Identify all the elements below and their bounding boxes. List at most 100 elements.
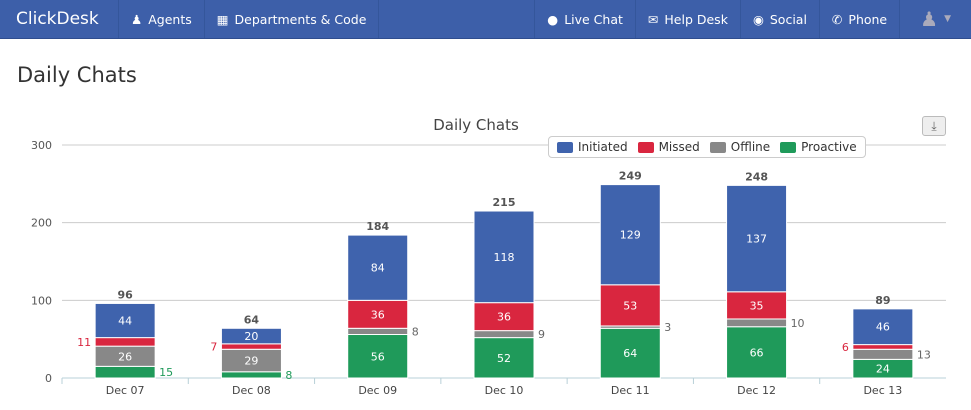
chart-legend: Initiated Missed Offline Proactive — [548, 136, 866, 158]
legend-item-initiated[interactable]: Initiated — [557, 140, 628, 154]
data-label: 137 — [746, 233, 767, 246]
legend-item-missed[interactable]: Missed — [637, 140, 700, 154]
bar-segment-initiated — [220, 327, 282, 345]
data-label: 52 — [497, 352, 511, 365]
data-label: 8 — [285, 369, 292, 382]
data-label: 9 — [538, 328, 545, 341]
data-label: 64 — [623, 347, 637, 360]
data-label: 29 — [244, 355, 258, 368]
total-label: 96 — [117, 288, 133, 301]
bar-segment-initiated — [347, 234, 409, 301]
data-label: 36 — [497, 311, 511, 324]
x-tick-label: Dec 10 — [485, 384, 524, 397]
nav-label: Live Chat — [564, 11, 623, 27]
data-label: 20 — [244, 330, 258, 343]
x-tick-label: Dec 09 — [358, 384, 397, 397]
data-label: 6 — [842, 341, 849, 354]
nav-help-desk[interactable]: ✉ Help Desk — [634, 0, 740, 38]
x-tick-label: Dec 07 — [106, 384, 145, 397]
legend-swatch — [780, 141, 797, 153]
grid-icon: ▦ — [216, 11, 229, 27]
chart-title: Daily Chats — [433, 116, 519, 134]
data-label: 44 — [118, 315, 132, 328]
data-label: 3 — [664, 321, 671, 334]
legend-swatch — [637, 141, 654, 153]
top-navbar: ClickDesk ♟ Agents ▦ Departments & Code ● L… — [0, 0, 971, 39]
legend-swatch — [709, 141, 726, 153]
data-label: 66 — [750, 346, 764, 359]
bar-segment-proactive — [94, 365, 156, 379]
phone-icon: ✆ — [831, 11, 843, 27]
bar-segment-initiated — [599, 184, 661, 286]
bar-segment-offline — [726, 318, 788, 328]
nav-phone[interactable]: ✆ Phone — [818, 0, 899, 38]
x-tick-label: Dec 11 — [611, 384, 650, 397]
y-tick-label: 0 — [45, 372, 52, 385]
user-icon: ♟ — [131, 11, 143, 27]
data-label: 129 — [620, 229, 641, 242]
data-label: 46 — [876, 321, 890, 334]
total-label: 248 — [745, 170, 768, 183]
legend-label: Initiated — [578, 140, 628, 154]
data-label: 53 — [623, 299, 637, 312]
bar-segment-initiated — [94, 302, 156, 339]
avatar-icon: ♟ — [920, 7, 939, 31]
data-label: 11 — [77, 336, 91, 349]
legend-label: Offline — [730, 140, 771, 154]
nav-label: Agents — [148, 11, 192, 27]
data-label: 24 — [876, 363, 890, 376]
bar-segment-offline — [347, 327, 409, 336]
nav-departments[interactable]: ▦ Departments & Code — [205, 0, 380, 38]
x-tick-label: Dec 08 — [232, 384, 271, 397]
data-label: 56 — [371, 350, 385, 363]
legend-swatch — [557, 141, 573, 153]
nav-label: Help Desk — [664, 11, 728, 27]
legend-label: Proactive — [801, 140, 857, 154]
x-tick-label: Dec 12 — [737, 384, 776, 397]
bar-segment-proactive — [599, 327, 661, 379]
nav-agents[interactable]: ♟ Agents — [119, 0, 205, 38]
caret-down-icon: ▼ — [944, 14, 951, 24]
bar-segment-missed — [726, 291, 788, 320]
bar-segment-missed — [94, 337, 156, 347]
legend-item-offline[interactable]: Offline — [709, 140, 771, 154]
envelope-icon: ✉ — [647, 11, 659, 27]
total-label: 249 — [619, 170, 642, 183]
legend-label: Missed — [658, 140, 700, 154]
bar-segment-proactive — [726, 326, 788, 379]
total-label: 89 — [875, 294, 890, 307]
bar-segment-initiated — [852, 308, 914, 346]
data-label: 35 — [750, 299, 764, 312]
bar-segment-proactive — [473, 337, 535, 379]
download-chart-button[interactable]: ⤓ — [922, 116, 946, 136]
data-label: 84 — [371, 262, 385, 275]
bar-segment-proactive — [347, 334, 409, 379]
data-label: 8 — [412, 325, 419, 338]
globe-icon: ◉ — [752, 11, 764, 27]
bar-segment-initiated — [473, 210, 535, 304]
data-label: 26 — [118, 350, 132, 363]
data-label: 15 — [159, 366, 173, 379]
nav-label: Phone — [848, 11, 888, 27]
nav-live-chat[interactable]: ● Live Chat — [534, 0, 635, 38]
nav-label: Social — [769, 11, 807, 27]
bar-segment-proactive — [220, 371, 282, 379]
user-menu[interactable]: ♟ ▼ — [899, 0, 971, 38]
data-label: 7 — [210, 341, 217, 354]
nav-label: Departments & Code — [234, 11, 367, 27]
x-tick-label: Dec 13 — [863, 384, 902, 397]
brand-logo[interactable]: ClickDesk — [0, 0, 119, 38]
page-title: Daily Chats — [17, 63, 137, 87]
bar-segment-offline — [852, 348, 914, 360]
data-label: 36 — [371, 308, 385, 321]
total-label: 184 — [366, 220, 389, 233]
nav-social[interactable]: ◉ Social — [739, 0, 819, 38]
bar-segment-missed — [220, 343, 282, 350]
y-tick-label: 200 — [31, 217, 52, 230]
data-label: 13 — [917, 348, 931, 361]
bar-segment-missed — [852, 344, 914, 350]
y-tick-label: 300 — [31, 139, 52, 152]
legend-item-proactive[interactable]: Proactive — [780, 140, 857, 154]
data-label: 118 — [494, 251, 515, 264]
